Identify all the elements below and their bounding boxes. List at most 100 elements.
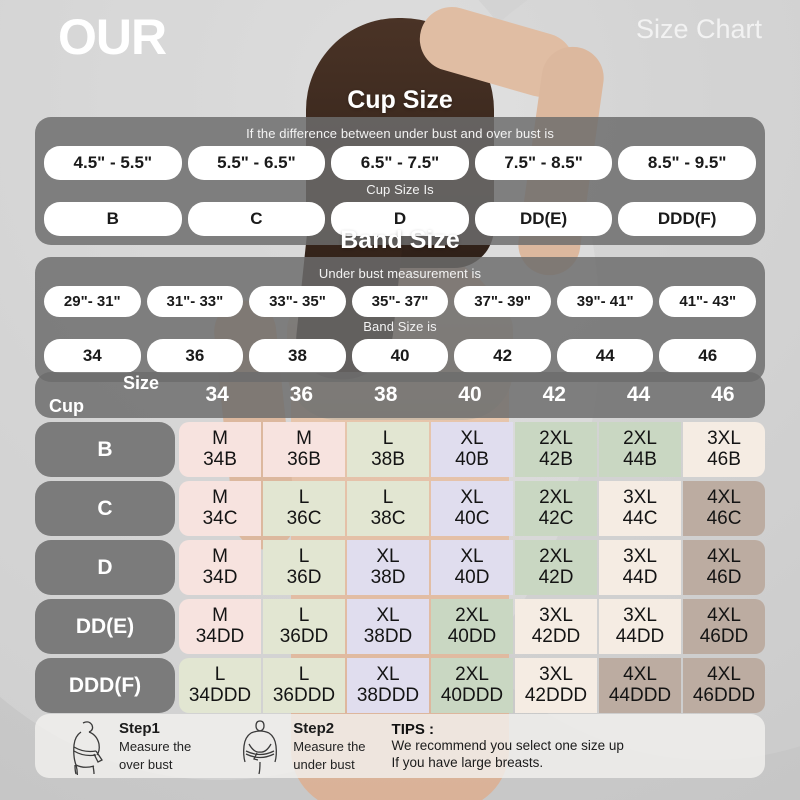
- matrix-cell-code: 42C: [538, 507, 574, 529]
- matrix-cell-46B: 3XL 46B: [683, 422, 765, 477]
- matrix-cell-size: XL: [376, 545, 400, 567]
- matrix-cell-code: 36DDD: [272, 684, 336, 706]
- matrix-cell-code: 40B: [455, 448, 489, 470]
- matrix-cell-code: 34B: [203, 448, 237, 470]
- matrix-cell-46D: 4XL 46D: [683, 540, 765, 595]
- matrix-column-header-38: 38: [374, 383, 398, 406]
- matrix-cell-40D: XL 40D: [431, 540, 513, 595]
- cup-range-pill-0: 4.5" - 5.5": [44, 146, 182, 180]
- matrix-row-B: B M 34B M 36B L 38B XL 40B 2XL 42B 2XL 44B 3XL 46B: [35, 422, 765, 477]
- matrix-cell-size: M: [296, 427, 312, 449]
- matrix-cell-size: L: [298, 545, 310, 567]
- matrix-cell-42B: 2XL 42B: [515, 422, 597, 477]
- matrix-header-row: Size Cup 34 36 38 40 42 44 46: [35, 372, 765, 418]
- band-value-pill-0: 34: [44, 339, 141, 373]
- matrix-cell-code: 34D: [202, 566, 238, 588]
- band-size-subtitle-bottom: Band Size is: [363, 319, 437, 334]
- matrix-cell-code: 38D: [370, 566, 406, 588]
- size-matrix: Size Cup 34 36 38 40 42 44 46 B M 34B M 36B L 38B XL 4…: [35, 372, 765, 713]
- matrix-cell-code: 40C: [454, 507, 490, 529]
- cup-value-row: B C D DD(E) DDD(F): [44, 202, 756, 236]
- matrix-cell-size: L: [298, 663, 310, 685]
- matrix-cell-code: 38C: [370, 507, 406, 529]
- matrix-cell-code: 34C: [202, 507, 238, 529]
- matrix-cell-code: 44D: [622, 566, 658, 588]
- matrix-row-cells: M 34DD L 36DD XL 38DD 2XL 40DD 3XL 42DD 3XL 44DD 4XL…: [179, 599, 765, 654]
- matrix-row-DD(E): DD(E) M 34DD L 36DD XL 38DD 2XL 40DD 3XL 42DD 3XL 44…: [35, 599, 765, 654]
- matrix-cell-size: XL: [376, 663, 400, 685]
- band-size-section: Band Size Under bust measurement is 29"-…: [35, 226, 765, 382]
- cup-value-pill-0: B: [44, 202, 182, 236]
- matrix-cell-code: 42B: [539, 448, 573, 470]
- matrix-cell-size: 4XL: [707, 545, 741, 567]
- matrix-cell-size: 4XL: [707, 486, 741, 508]
- matrix-cell-code: 44DD: [615, 625, 665, 647]
- matrix-cell-size: XL: [376, 604, 400, 626]
- matrix-column-headers: 34 36 38 40 42 44 46: [175, 372, 765, 418]
- matrix-cell-code: 40D: [454, 566, 490, 588]
- matrix-cell-size: M: [212, 545, 228, 567]
- page-header: OUR Size Chart: [0, 0, 800, 72]
- band-range-pill-6: 41"- 43": [659, 286, 757, 317]
- matrix-cell-size: XL: [460, 486, 484, 508]
- matrix-cell-size: 4XL: [707, 604, 741, 626]
- matrix-cell-size: M: [212, 604, 228, 626]
- matrix-cell-36D: L 36D: [263, 540, 345, 595]
- matrix-column-header-34: 34: [205, 383, 229, 406]
- matrix-cell-size: 3XL: [623, 604, 657, 626]
- matrix-cell-code: 46C: [706, 507, 742, 529]
- cup-range-pill-4: 8.5" - 9.5": [618, 146, 756, 180]
- matrix-cell-36DDD: L 36DDD: [263, 658, 345, 713]
- matrix-cell-size: L: [382, 427, 394, 449]
- matrix-cell-size: 2XL: [623, 427, 657, 449]
- matrix-cell-size: 2XL: [455, 604, 489, 626]
- matrix-cell-code: 40DDD: [440, 684, 504, 706]
- step-1-text: Step1 Measure the over bust: [119, 720, 191, 772]
- matrix-cell-code: 44B: [623, 448, 657, 470]
- matrix-corner-size-label: Size: [122, 373, 159, 393]
- matrix-column-header-42: 42: [542, 383, 566, 406]
- matrix-row-cells: M 34D L 36D XL 38D XL 40D 2XL 42D 3XL 44D 4XL 46D: [179, 540, 765, 595]
- band-size-title: Band Size: [340, 226, 460, 254]
- matrix-cell-38B: L 38B: [347, 422, 429, 477]
- step-2-desc-line2: under bust: [293, 756, 355, 772]
- band-range-pill-3: 35"- 37": [351, 286, 449, 317]
- page-title: Size Chart: [635, 14, 762, 44]
- matrix-cell-46C: 4XL 46C: [683, 481, 765, 536]
- band-range-pill-0: 29"- 31": [44, 286, 141, 317]
- matrix-row-cells: M 34C L 36C L 38C XL 40C 2XL 42C 3XL 44C 4XL 46C: [179, 481, 765, 536]
- matrix-cell-38D: XL 38D: [347, 540, 429, 595]
- matrix-cell-size: M: [212, 486, 228, 508]
- matrix-column-header-36: 36: [289, 383, 314, 406]
- matrix-cell-36B: M 36B: [263, 422, 345, 477]
- matrix-cell-size: 2XL: [539, 486, 573, 508]
- band-size-subtitle-top: Under bust measurement is: [318, 266, 482, 281]
- cup-range-pill-1: 5.5" - 6.5": [187, 146, 326, 180]
- matrix-cell-36C: L 36C: [263, 481, 345, 536]
- band-value-pill-6: 46: [659, 339, 757, 373]
- matrix-cell-34D: M 34D: [179, 540, 261, 595]
- footer-bar: Step1 Measure the over bust Step2 Measur…: [35, 714, 765, 778]
- band-range-pill-1: 31"- 33": [146, 286, 244, 317]
- matrix-cell-code: 36D: [286, 566, 322, 588]
- matrix-cell-46DD: 4XL 46DD: [683, 599, 765, 654]
- matrix-row-C: C M 34C L 36C L 38C XL 40C 2XL 42C 3XL 44C 4XL 46C: [35, 481, 765, 536]
- band-value-pill-4: 42: [454, 339, 551, 373]
- matrix-row-label-C: C: [35, 481, 175, 536]
- matrix-row-label-DDD(F): DDD(F): [35, 658, 175, 713]
- matrix-row-label-B: B: [35, 422, 175, 477]
- band-range-pill-4: 37"- 39": [454, 286, 551, 317]
- matrix-cell-code: 40DD: [447, 625, 497, 647]
- matrix-cell-code: 36B: [287, 448, 321, 470]
- matrix-cell-code: 46DDD: [692, 684, 756, 706]
- tips-title: TIPS :: [391, 720, 435, 738]
- cup-size-panel: If the difference between under bust and…: [35, 117, 765, 245]
- matrix-cell-40B: XL 40B: [431, 422, 513, 477]
- brand-label: OUR: [58, 9, 167, 65]
- over-bust-measure-icon: [73, 721, 103, 775]
- matrix-cell-42C: 2XL 42C: [515, 481, 597, 536]
- matrix-cell-code: 38B: [371, 448, 405, 470]
- matrix-cell-size: XL: [460, 427, 484, 449]
- step-1-title: Step1: [119, 720, 160, 738]
- matrix-row-label-D: D: [35, 540, 175, 595]
